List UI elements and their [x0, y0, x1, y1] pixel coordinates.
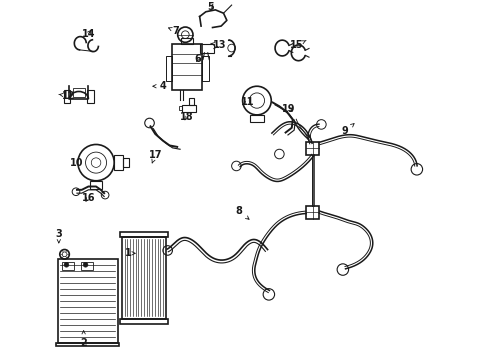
Bar: [122, 237, 166, 319]
Bar: [120, 232, 168, 237]
Bar: [87, 90, 94, 103]
Text: 5: 5: [207, 2, 214, 12]
Bar: [306, 206, 319, 219]
Circle shape: [83, 262, 88, 267]
Bar: [120, 319, 168, 324]
Bar: [81, 262, 93, 270]
Circle shape: [64, 262, 69, 267]
Bar: [73, 88, 85, 97]
Bar: [181, 37, 194, 44]
Text: 11: 11: [241, 98, 254, 108]
Bar: [189, 98, 195, 105]
Bar: [90, 181, 102, 189]
Text: 10: 10: [70, 158, 84, 168]
Text: 19: 19: [282, 104, 295, 114]
Bar: [182, 105, 196, 112]
Text: 12: 12: [59, 91, 75, 101]
Bar: [56, 343, 120, 346]
Bar: [62, 262, 74, 270]
Text: 7: 7: [169, 26, 179, 36]
Text: 15: 15: [290, 40, 306, 50]
Bar: [64, 90, 70, 103]
Text: 16: 16: [82, 193, 95, 203]
Bar: [199, 44, 214, 53]
Bar: [306, 141, 319, 155]
Text: 14: 14: [82, 29, 95, 39]
Text: 8: 8: [236, 206, 249, 219]
Text: 2: 2: [80, 330, 87, 348]
Bar: [58, 259, 118, 343]
Bar: [179, 106, 182, 110]
Bar: [202, 56, 209, 81]
Text: 6: 6: [195, 54, 201, 64]
Text: 4: 4: [153, 81, 166, 91]
Text: 1: 1: [124, 248, 135, 258]
Bar: [166, 56, 172, 81]
Bar: [114, 156, 123, 170]
Text: 13: 13: [211, 40, 227, 50]
Text: 3: 3: [55, 229, 62, 243]
Text: 17: 17: [148, 150, 162, 163]
Bar: [250, 115, 264, 122]
Bar: [172, 44, 202, 90]
Text: 9: 9: [342, 123, 354, 136]
Bar: [123, 158, 128, 167]
Text: 18: 18: [180, 112, 194, 122]
